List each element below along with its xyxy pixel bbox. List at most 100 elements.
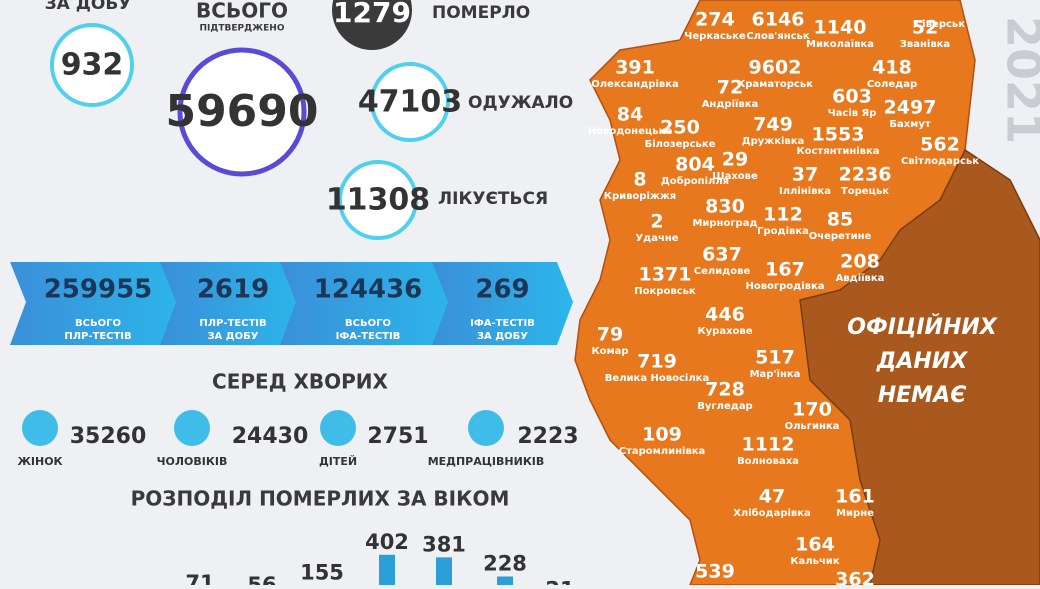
no-data: НЕМАЄ <box>878 383 967 408</box>
place-value: 562 <box>920 134 960 156</box>
place-name: Світлодарськ <box>901 156 979 167</box>
patient-label: ЧОЛОВІКІВ <box>157 455 228 468</box>
place-value: 9602 <box>749 57 802 79</box>
recovered-label: ОДУЖАЛО <box>468 93 573 113</box>
place-value: 84 <box>617 104 643 126</box>
place-name: Андріївка <box>702 98 759 110</box>
place-name: Новогродівка <box>745 281 824 292</box>
place-value: 728 <box>705 379 745 401</box>
patient-value: 35260 <box>70 424 147 449</box>
total-label: ВСЬОГО <box>196 0 288 23</box>
place-name: Дружківка <box>742 136 805 147</box>
place-name: Мар'їнка <box>750 368 801 380</box>
place-value: 749 <box>753 114 793 136</box>
died-label: ПОМЕРЛО <box>432 3 530 23</box>
place-name: Миколаївка <box>806 38 874 50</box>
place-name: Іллінівка <box>779 186 831 197</box>
place-value: 6146 <box>752 9 805 31</box>
treated-value: 11308 <box>326 183 430 218</box>
place-name: Краматорськ <box>737 79 813 90</box>
place-name: Слов'янськ <box>746 31 810 42</box>
age-bar <box>436 557 452 585</box>
place-name: Очеретине <box>809 231 872 242</box>
patient-label: ДІТЕЙ <box>319 455 357 468</box>
place-name: Удачне <box>635 233 678 244</box>
age-title: РОЗПОДІЛ ПОМЕРЛИХ ЗА ВІКОМ <box>131 487 510 511</box>
place-name: Торецьк <box>841 186 889 197</box>
place-value: 112 <box>763 204 803 226</box>
place-value: 208 <box>840 251 880 273</box>
place-value: 274 <box>695 9 735 31</box>
age-value: 381 <box>422 532 466 556</box>
place-value: 2497 <box>884 97 937 119</box>
place-name: Черкаське <box>684 31 746 42</box>
place-name: Часів Яр <box>828 108 877 119</box>
place-value: 446 <box>705 304 745 326</box>
place-value: 1140 <box>814 17 867 39</box>
place-name: Олександрівка <box>591 79 679 90</box>
test-label: ІФА-ТЕСТІВ <box>336 331 401 342</box>
place-name: Сіверськ <box>915 19 965 30</box>
place-value: 47 <box>759 486 785 508</box>
place-name: Волноваха <box>737 456 799 467</box>
place-name: Комар <box>591 346 628 357</box>
test-label: ІФА-ТЕСТІВ <box>470 318 535 329</box>
died-value: 1279 <box>333 0 411 29</box>
place-name: Бахмут <box>889 119 931 130</box>
place-value: 539 <box>695 561 735 583</box>
place-value: 391 <box>615 57 655 79</box>
place-value: 1371 <box>639 264 692 286</box>
patient-label: МЕДПРАЦІВНИКІВ <box>428 455 545 468</box>
place-value: 250 <box>660 117 700 139</box>
daily-label: ЗА ДОБУ <box>45 0 132 14</box>
place-name: Старомлинівка <box>619 446 706 457</box>
age-value: 228 <box>483 552 527 576</box>
place-name: Покровськ <box>634 286 696 297</box>
place-value: 362 <box>835 569 875 586</box>
place-value: 8 <box>633 169 646 191</box>
place-value: 170 <box>792 399 832 421</box>
year: 2021 <box>997 16 1040 144</box>
age-value: 402 <box>365 530 409 554</box>
place-value: 2 <box>650 211 663 233</box>
no-data: ДАНИХ <box>876 349 968 374</box>
person-icon <box>468 410 504 446</box>
place-value: 517 <box>755 347 795 369</box>
place-name: Авдіївка <box>836 272 885 284</box>
place-name: Гродівка <box>757 226 809 237</box>
place-value: 164 <box>795 534 835 556</box>
place-name: Костянтинівка <box>796 146 879 157</box>
patient-label: ЖІНОК <box>17 455 62 468</box>
place-name: Званівка <box>900 39 950 50</box>
place-value: 804 <box>675 154 715 176</box>
age-bar <box>497 577 513 586</box>
place-value: 418 <box>872 57 912 79</box>
test-label: ПЛР-ТЕСТІВ <box>64 331 131 342</box>
place-name: Мирноград <box>692 218 757 229</box>
place-value: 109 <box>642 424 682 446</box>
daily-value: 932 <box>61 48 124 83</box>
test-label: ВСЬОГО <box>345 318 391 329</box>
place-name: Кальчик <box>790 556 839 567</box>
place-name: Мирне <box>836 508 874 519</box>
age-value: 155 <box>300 561 344 585</box>
patient-value: 2751 <box>367 424 428 449</box>
patients-title: СЕРЕД ХВОРИХ <box>212 370 388 394</box>
place-value: 637 <box>702 244 742 266</box>
test-label: ЗА ДОБУ <box>207 331 258 342</box>
place-value: 85 <box>827 209 853 231</box>
person-icon <box>174 410 210 446</box>
total-value: 59690 <box>165 86 318 137</box>
place-value: 603 <box>832 86 872 108</box>
age-bar <box>379 555 395 585</box>
person-icon <box>320 410 356 446</box>
test-label: ЗА ДОБУ <box>477 331 528 342</box>
place-value: 1553 <box>812 124 865 146</box>
age-value: 56 <box>247 573 276 585</box>
test-value: 269 <box>475 275 529 305</box>
recovered-value: 47103 <box>358 85 462 120</box>
test-value: 124436 <box>314 275 423 305</box>
place-value: 79 <box>597 324 623 346</box>
place-name: Криворіжжя <box>604 191 676 202</box>
